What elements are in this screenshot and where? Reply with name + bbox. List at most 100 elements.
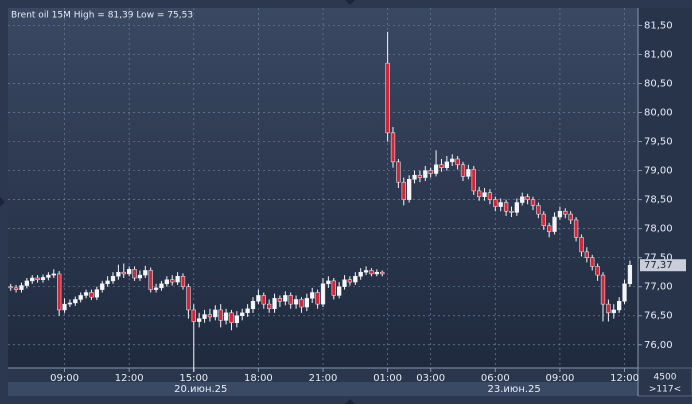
candle-body bbox=[466, 169, 471, 177]
candle-body bbox=[213, 309, 218, 318]
candle-body bbox=[40, 277, 46, 280]
candle-body bbox=[304, 298, 309, 308]
candle-body bbox=[380, 271, 385, 275]
candle-body bbox=[315, 292, 320, 305]
candle-body bbox=[547, 225, 552, 232]
candle-body bbox=[482, 192, 487, 197]
candle-body bbox=[541, 213, 546, 226]
candle-body bbox=[530, 199, 536, 206]
y-tick-label: 77,50 bbox=[644, 253, 673, 264]
y-tick-label: 79,00 bbox=[644, 166, 673, 177]
candle-body bbox=[347, 279, 353, 283]
candle-body bbox=[83, 292, 89, 296]
corner-value: 4500 bbox=[654, 373, 677, 383]
candle-body bbox=[455, 158, 460, 166]
candle-body bbox=[261, 295, 266, 305]
candle-body bbox=[89, 292, 94, 298]
candle-body bbox=[590, 257, 595, 267]
candle-body bbox=[579, 237, 584, 253]
candle-body bbox=[417, 174, 423, 178]
candle-body bbox=[552, 216, 557, 232]
candle-body bbox=[363, 270, 369, 273]
candle-body bbox=[186, 286, 191, 311]
candle-body bbox=[132, 269, 137, 279]
y-tick-label: 78,50 bbox=[644, 195, 673, 206]
candle-body bbox=[143, 270, 148, 276]
date-label: 23.июн.25 bbox=[488, 384, 541, 395]
last-price-label: 77,37 bbox=[644, 260, 673, 271]
candle-body bbox=[520, 196, 525, 203]
candle-body bbox=[353, 276, 358, 283]
candle-body bbox=[584, 251, 589, 258]
candle-body bbox=[293, 299, 299, 305]
candle-body bbox=[385, 62, 390, 134]
candle-body bbox=[568, 213, 573, 221]
candle-body bbox=[477, 190, 482, 197]
candle-body bbox=[8, 286, 13, 289]
candle-body bbox=[600, 274, 606, 305]
candle-body bbox=[288, 295, 293, 305]
candle-body bbox=[407, 179, 412, 200]
candle-body bbox=[428, 170, 433, 174]
candle-body bbox=[116, 271, 121, 277]
candle-body bbox=[110, 276, 116, 282]
candle-body bbox=[245, 308, 250, 314]
date-bar bbox=[8, 382, 638, 396]
left-handle[interactable] bbox=[0, 197, 5, 207]
candle-body bbox=[170, 279, 175, 283]
y-tick-label: 81,00 bbox=[644, 49, 673, 60]
candle-body bbox=[471, 169, 476, 192]
bottom-handle[interactable] bbox=[345, 399, 355, 404]
candle-body bbox=[514, 202, 519, 213]
candle-body bbox=[121, 271, 126, 275]
candle-body bbox=[439, 164, 444, 168]
candle-body bbox=[51, 273, 56, 276]
top-handle[interactable] bbox=[345, 0, 355, 5]
candle-body bbox=[229, 312, 234, 323]
candle-body bbox=[191, 309, 196, 322]
candle-body bbox=[326, 280, 331, 285]
candle-body bbox=[283, 295, 288, 302]
last-price-tag bbox=[640, 259, 686, 272]
y-tick-label: 76,00 bbox=[644, 340, 673, 351]
candle-body bbox=[19, 285, 24, 290]
candle-body bbox=[525, 196, 530, 200]
candle-body bbox=[100, 283, 105, 290]
date-label: 20.июн.25 bbox=[174, 384, 227, 395]
candle-body bbox=[13, 287, 19, 290]
y-tick-label: 80,50 bbox=[644, 78, 673, 89]
candle-body bbox=[320, 283, 326, 305]
x-tick-label: 12:00 bbox=[610, 373, 639, 384]
candle-body bbox=[563, 210, 568, 215]
x-tick-label: 21:00 bbox=[309, 373, 338, 384]
y-tick-label: 77,00 bbox=[644, 282, 673, 293]
candle-body bbox=[57, 273, 62, 311]
candle-body bbox=[240, 312, 245, 316]
candle-body bbox=[46, 274, 51, 278]
candle-body bbox=[622, 283, 627, 302]
candle-body bbox=[557, 210, 563, 218]
candle-body bbox=[250, 300, 256, 310]
candle-body bbox=[498, 202, 503, 207]
candle-body bbox=[153, 287, 159, 290]
candle-body bbox=[401, 181, 406, 200]
x-tick-label: 09:00 bbox=[546, 373, 575, 384]
corner-count[interactable]: >117< bbox=[649, 385, 681, 395]
x-tick-label: 12:00 bbox=[115, 373, 144, 384]
x-tick-label: 06:00 bbox=[481, 373, 510, 384]
candle-body bbox=[611, 309, 616, 314]
candle-body bbox=[218, 309, 223, 321]
x-tick-label: 03:00 bbox=[416, 373, 445, 384]
candle-body bbox=[331, 280, 336, 296]
candle-body bbox=[223, 312, 229, 321]
candle-body bbox=[358, 271, 363, 277]
candle-body bbox=[277, 298, 283, 302]
candle-body bbox=[175, 276, 180, 283]
candle-body bbox=[67, 302, 73, 305]
y-tick-label: 78,00 bbox=[644, 224, 673, 235]
candle-body bbox=[337, 286, 342, 296]
candle-body bbox=[369, 270, 374, 275]
candle-body bbox=[412, 174, 417, 180]
candle-body bbox=[595, 266, 600, 276]
